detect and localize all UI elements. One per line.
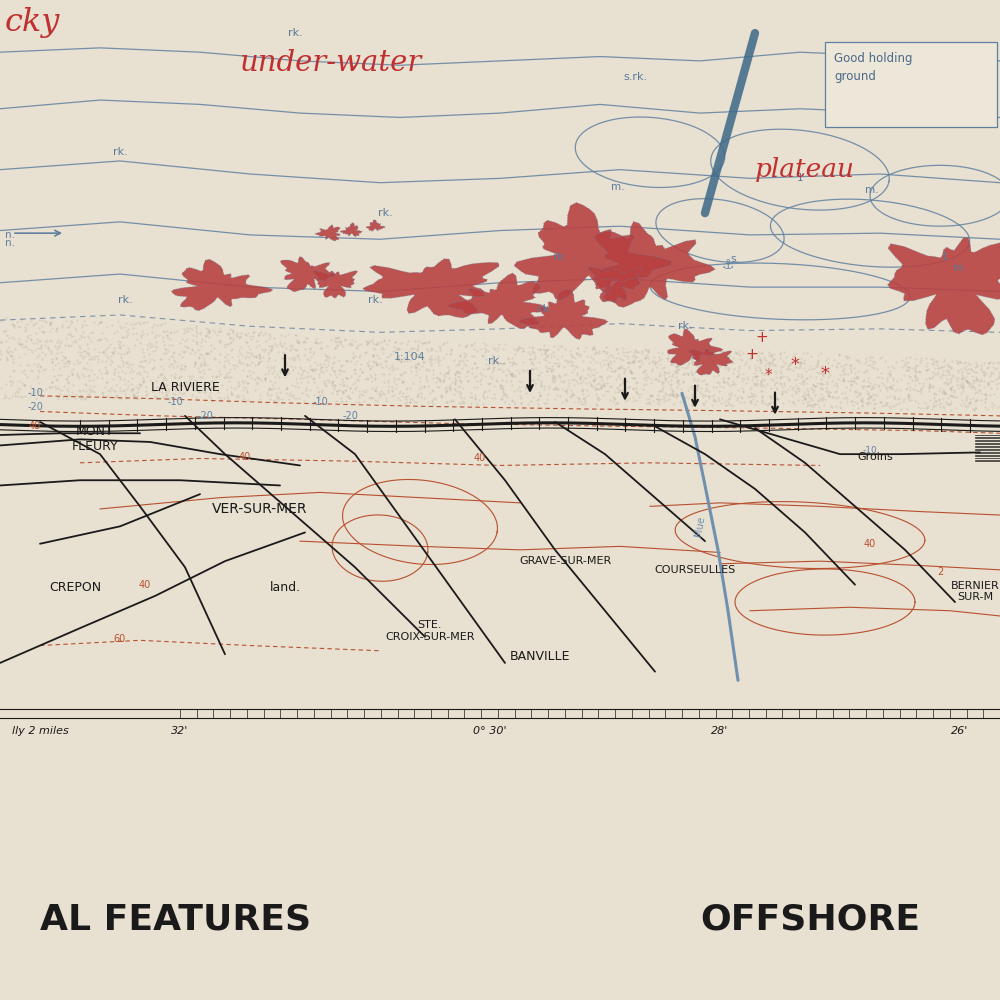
Polygon shape bbox=[340, 223, 362, 237]
Text: n.: n. bbox=[5, 238, 15, 248]
Text: *: * bbox=[764, 368, 772, 383]
Polygon shape bbox=[363, 259, 499, 318]
Polygon shape bbox=[518, 289, 608, 339]
Text: +: + bbox=[746, 347, 758, 362]
Text: rk.: rk. bbox=[678, 321, 692, 331]
Text: COURSEULLES: COURSEULLES bbox=[654, 565, 736, 575]
Text: Groins: Groins bbox=[857, 452, 893, 462]
Text: AL FEATURES: AL FEATURES bbox=[40, 902, 311, 936]
Text: CREPON: CREPON bbox=[49, 581, 101, 594]
Bar bbox=[825, 42, 997, 127]
Polygon shape bbox=[448, 273, 546, 329]
Polygon shape bbox=[313, 271, 358, 298]
Text: 40: 40 bbox=[139, 580, 151, 590]
Text: under-water: under-water bbox=[239, 49, 421, 77]
Text: rk.: rk. bbox=[118, 295, 132, 305]
Polygon shape bbox=[588, 266, 642, 302]
Polygon shape bbox=[688, 348, 733, 375]
Text: rk.: rk. bbox=[288, 28, 302, 38]
Text: rk.: rk. bbox=[488, 356, 502, 366]
Text: -20: -20 bbox=[197, 411, 213, 421]
Text: ⚓: ⚓ bbox=[722, 258, 734, 272]
Text: s.rk.: s.rk. bbox=[623, 72, 647, 82]
Polygon shape bbox=[366, 220, 385, 231]
Text: LA RIVIERE: LA RIVIERE bbox=[151, 381, 219, 394]
Text: land.: land. bbox=[269, 581, 301, 594]
Text: 1: 1 bbox=[797, 173, 803, 183]
Polygon shape bbox=[280, 256, 336, 292]
Text: BERNIER
SUR-M: BERNIER SUR-M bbox=[951, 581, 999, 602]
Text: 28': 28' bbox=[711, 726, 729, 736]
Text: 40: 40 bbox=[474, 453, 486, 463]
Text: rk.: rk. bbox=[368, 295, 382, 305]
Text: Mue: Mue bbox=[693, 515, 707, 537]
Polygon shape bbox=[171, 259, 273, 311]
Text: m.: m. bbox=[611, 182, 625, 192]
Text: rk.: rk. bbox=[553, 252, 567, 262]
Text: plateau: plateau bbox=[755, 157, 855, 182]
Text: -20: -20 bbox=[342, 411, 358, 421]
Text: Good holding
ground: Good holding ground bbox=[834, 52, 912, 83]
Text: m.: m. bbox=[953, 263, 967, 273]
Polygon shape bbox=[888, 238, 1000, 335]
Text: 1:104: 1:104 bbox=[394, 352, 426, 362]
Text: rk.: rk. bbox=[113, 147, 127, 157]
Text: OFFSHORE: OFFSHORE bbox=[700, 902, 920, 936]
Text: 40: 40 bbox=[864, 539, 876, 549]
Text: 2: 2 bbox=[937, 567, 943, 577]
Text: VER-SUR-MER: VER-SUR-MER bbox=[212, 502, 308, 516]
Text: GRAVE-SUR-MER: GRAVE-SUR-MER bbox=[519, 556, 611, 566]
Text: -10: -10 bbox=[312, 397, 328, 407]
Text: 32': 32' bbox=[171, 726, 189, 736]
Text: *: * bbox=[790, 356, 800, 374]
Polygon shape bbox=[315, 225, 340, 241]
Text: rk.: rk. bbox=[538, 304, 552, 314]
Text: 40: 40 bbox=[29, 421, 41, 431]
Polygon shape bbox=[594, 222, 715, 307]
Text: rk.: rk. bbox=[378, 208, 392, 218]
Text: -10: -10 bbox=[863, 446, 877, 455]
Text: +: + bbox=[756, 330, 768, 345]
Text: BANVILLE: BANVILLE bbox=[510, 650, 570, 663]
Text: 40: 40 bbox=[239, 452, 251, 462]
Text: MONT
FLEURY: MONT FLEURY bbox=[72, 425, 118, 453]
Text: *: * bbox=[820, 365, 830, 383]
Text: cky: cky bbox=[5, 7, 60, 38]
Text: 26': 26' bbox=[951, 726, 969, 736]
Text: lly 2 miles: lly 2 miles bbox=[12, 726, 68, 736]
Text: m.: m. bbox=[865, 185, 879, 195]
Polygon shape bbox=[667, 329, 723, 366]
Text: -20: -20 bbox=[27, 402, 43, 412]
Text: 60: 60 bbox=[114, 634, 126, 644]
Text: 1: 1 bbox=[942, 252, 948, 262]
Text: n.: n. bbox=[5, 230, 15, 240]
Text: STE.
CROIX-SUR-MER: STE. CROIX-SUR-MER bbox=[385, 620, 475, 642]
Text: s.: s. bbox=[731, 254, 739, 264]
Text: -10: -10 bbox=[167, 397, 183, 407]
Text: 0° 30': 0° 30' bbox=[473, 726, 507, 736]
Polygon shape bbox=[514, 203, 672, 300]
Text: -10: -10 bbox=[27, 388, 43, 398]
